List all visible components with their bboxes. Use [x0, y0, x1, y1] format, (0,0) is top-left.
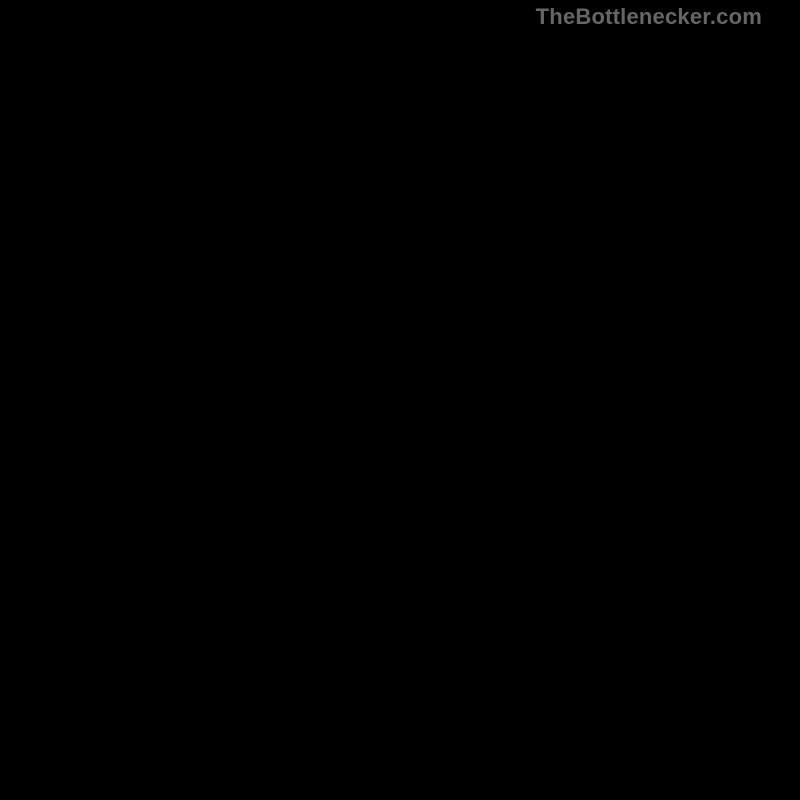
- chart-container: TheBottlenecker.com: [0, 0, 800, 800]
- watermark: TheBottlenecker.com: [536, 4, 762, 30]
- heatmap-canvas: [0, 0, 800, 800]
